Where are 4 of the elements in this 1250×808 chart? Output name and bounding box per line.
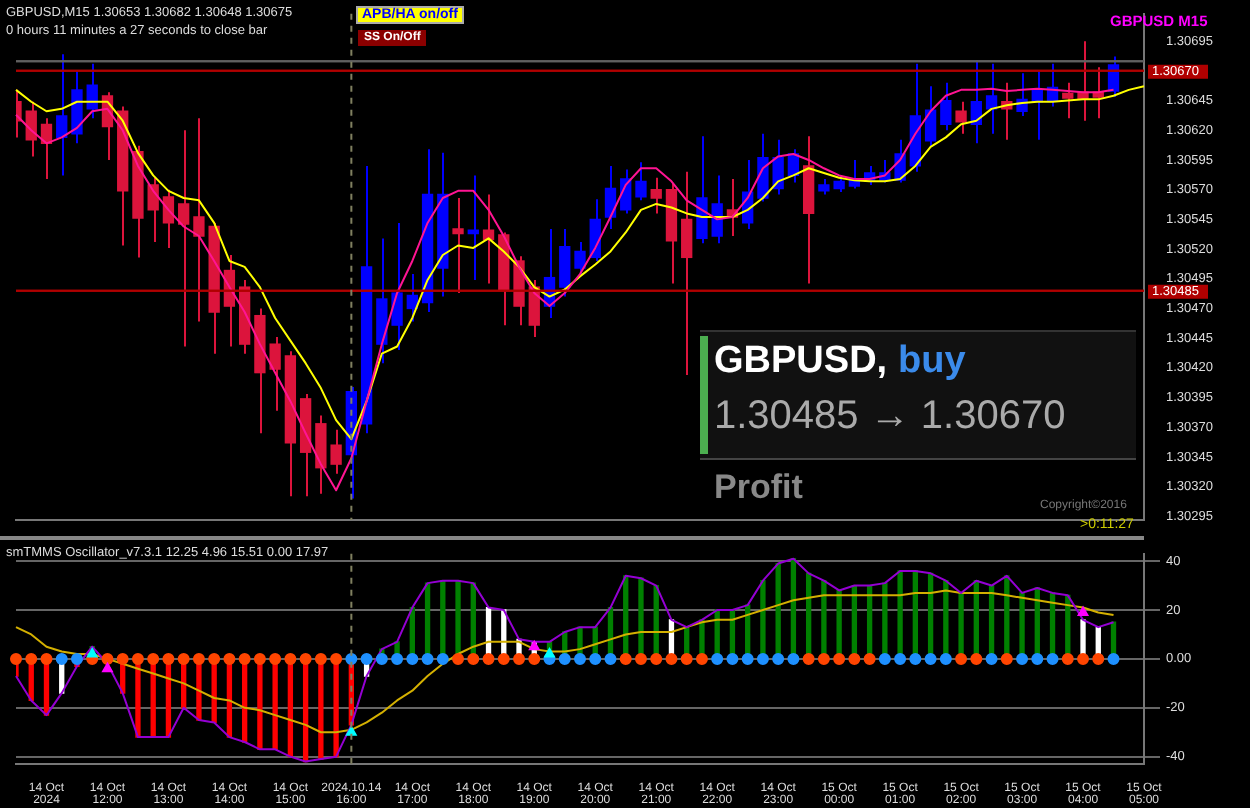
annotation: 1.30485 → 1.30670 (714, 394, 1066, 440)
annotation: Profit (714, 468, 803, 508)
annotation: GBPUSD, (714, 340, 888, 384)
annotation: buy (898, 340, 966, 384)
